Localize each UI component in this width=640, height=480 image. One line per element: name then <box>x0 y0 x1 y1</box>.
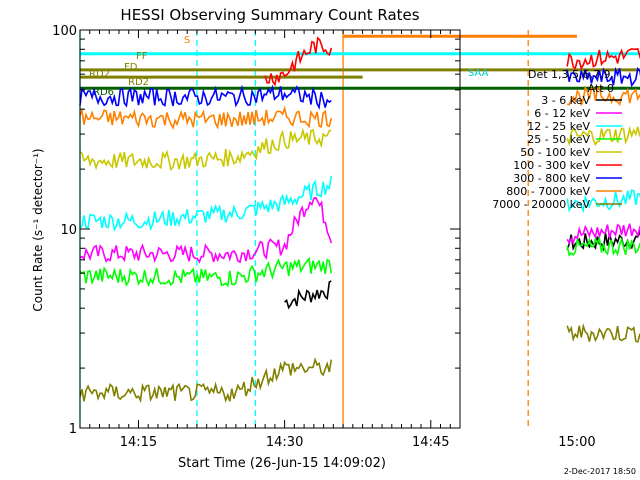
series-line-0-0 <box>284 280 332 310</box>
legend-label-5: 100 - 300 keV <box>513 159 590 172</box>
flag-label-4: RD2 <box>128 77 149 88</box>
marker-lines <box>79 30 529 428</box>
y-axis: 1 10 100 <box>52 24 460 437</box>
chart-title: HESSI Observing Summary Count Rates <box>120 6 419 24</box>
y-tick-label-2: 100 <box>52 24 77 39</box>
plot-frame <box>79 29 461 429</box>
legend-label-6: 300 - 800 keV <box>513 172 590 185</box>
legend-label-7: 800 - 7000 keV <box>506 185 590 198</box>
y-tick-label-1: 10 <box>60 223 77 238</box>
legend-label-8: 7000 - 20000 keV <box>492 198 590 211</box>
series-line-7-0 <box>79 105 333 130</box>
series-line-8-0 <box>79 356 333 404</box>
flag-label-3: RD2 <box>89 69 110 80</box>
y-tick-label-0: 1 <box>69 422 77 437</box>
flag-label-0: S <box>184 35 190 46</box>
legend-label-0: 3 - 6 keV <box>541 94 590 107</box>
series-line-2-0 <box>79 175 333 233</box>
legend-label-2: 12 - 25 keV <box>527 120 590 133</box>
series-line-3-0 <box>79 256 333 288</box>
series-line-8-1 <box>566 322 640 343</box>
flag-label-6: SAA <box>468 68 489 79</box>
legend-label-4: 50 - 100 keV <box>520 146 590 159</box>
legend-header-line-1: Det 1,3,5,6,7,9, <box>528 68 614 81</box>
series-line-5-0 <box>264 36 333 87</box>
x-tick-label-3: 15:00 <box>558 435 595 450</box>
flag-label-5: RD6 <box>93 87 114 98</box>
flag-label-1: FD <box>124 62 138 73</box>
flag-label-2: FF <box>136 51 148 62</box>
x-tick-label-0: 14:15 <box>120 435 157 450</box>
series-line-6-0 <box>79 84 332 110</box>
x-tick-label-1: 14:30 <box>266 435 303 450</box>
timestamp: 2-Dec-2017 18:50 <box>564 467 636 476</box>
x-tick-label-2: 14:45 <box>412 435 449 450</box>
legend-header-line-2: Att 0 <box>588 82 614 95</box>
legend-label-3: 25 - 50 keV <box>527 133 590 146</box>
legend-label-1: 6 - 12 keV <box>534 107 590 120</box>
y-axis-label: Count Rate (s⁻¹ detector⁻¹) <box>31 148 45 311</box>
x-axis-label: Start Time (26-Jun-15 14:09:02) <box>178 456 386 471</box>
series-line-4-0 <box>79 127 332 172</box>
series-group <box>79 36 640 404</box>
series-line-1-1 <box>566 223 640 245</box>
series-line-1-0 <box>79 196 333 264</box>
series-line-3-1 <box>566 235 640 257</box>
